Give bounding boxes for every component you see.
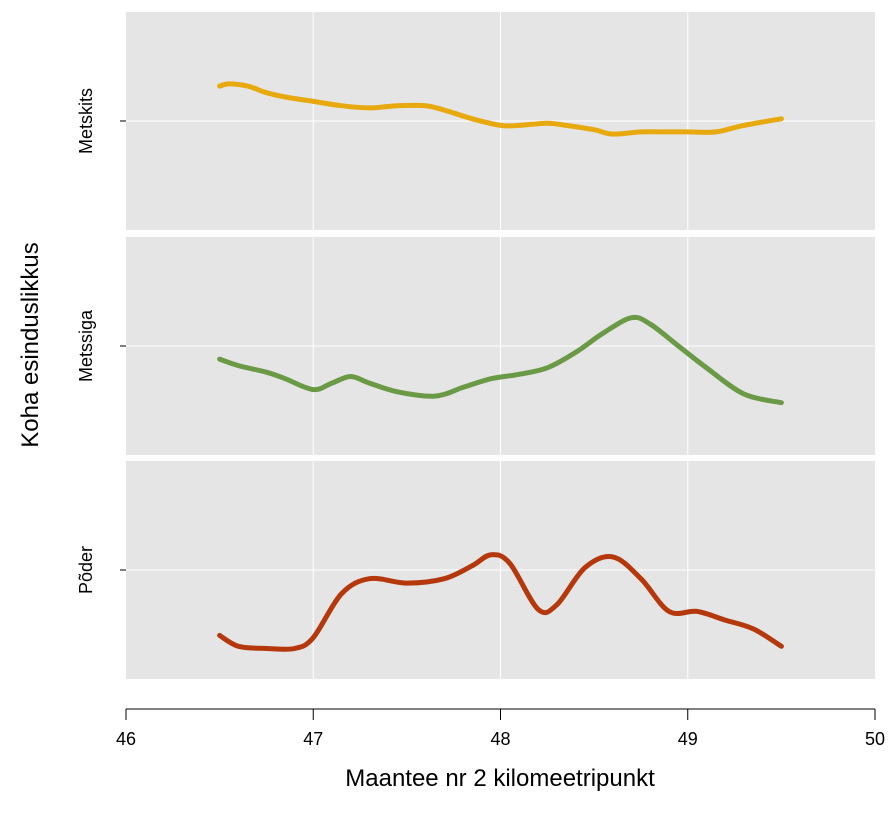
series-line	[217, 81, 784, 137]
panel-label: Põder	[76, 546, 96, 594]
x-tick-label: 48	[490, 729, 510, 749]
panels: Metskits Metssiga Põder	[76, 12, 875, 679]
x-tick-label: 46	[116, 729, 136, 749]
x-axis: 46 47 48 49 50	[116, 708, 885, 749]
series-line	[217, 314, 784, 406]
panel-2: Metssiga	[76, 237, 875, 455]
y-axis-title: Koha esinduslikkus	[17, 242, 44, 447]
x-axis-title: Maantee nr 2 kilomeetripunkt	[345, 765, 655, 792]
x-tick-label: 50	[865, 729, 885, 749]
x-tick-label: 47	[303, 729, 323, 749]
series-line	[217, 552, 784, 652]
panel-1: Metskits	[76, 12, 875, 230]
x-tick-label: 49	[678, 729, 698, 749]
panel-label: Metskits	[76, 88, 96, 154]
panel-label: Metssiga	[76, 309, 96, 382]
panel-3: Põder	[76, 461, 875, 679]
